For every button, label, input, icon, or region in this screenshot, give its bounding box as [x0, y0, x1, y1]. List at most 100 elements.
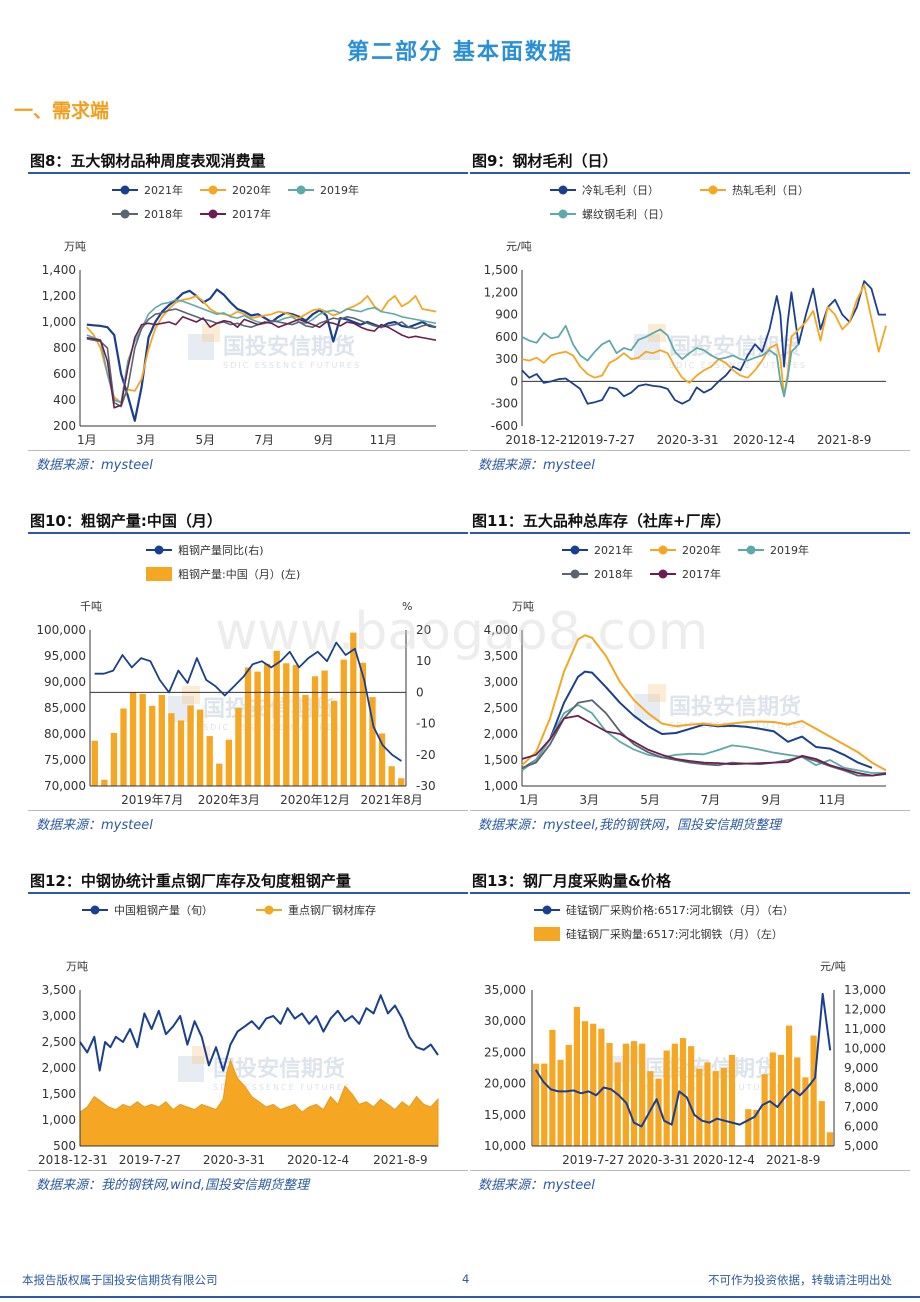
c10-bar-16	[244, 667, 252, 786]
c9-legend-label-1: 热轧毛利（日）	[732, 183, 809, 197]
c13-left-tick-0: 10,000	[484, 1139, 526, 1153]
chart8-title: 图8：五大钢材品种周度表观消费量	[30, 152, 266, 170]
c13-bar-2	[549, 1029, 556, 1146]
chart8-block: 图8：五大钢材品种周度表观消费量 国投安信期货 SDIC ESSENCE FUTU…	[28, 150, 468, 475]
footer-copyright: 本报告版权属于国投安信期货有限公司	[22, 1273, 218, 1287]
c9-y-tick-7: 1,500	[484, 263, 518, 277]
c12-legend-marker-0	[90, 905, 100, 915]
c9-legend-label-0: 冷轧毛利（日）	[582, 183, 659, 197]
c9-watermark-logo-accent-icon	[648, 324, 666, 342]
c11-legend-marker-3	[570, 569, 580, 579]
c11-series-line-3	[521, 699, 887, 777]
chart11-title: 图11：五大品种总库存（社库+厂库）	[472, 512, 731, 530]
c10-bar-8	[168, 713, 175, 786]
c10-left-tick-0: 70,000	[44, 779, 86, 793]
chart11-title-rule	[470, 532, 910, 534]
c10-bar-17	[254, 671, 261, 786]
c11-watermark-text: 国投安信期货	[669, 694, 801, 720]
c9-series-line-0	[521, 280, 886, 405]
c10-left-tick-4: 90,000	[44, 675, 86, 689]
c9-y-tick-1: -300	[491, 397, 518, 411]
c11-unit-label: 万吨	[512, 600, 534, 613]
c10-right-tick-5: 20	[416, 623, 431, 637]
c12-y-tick-5: 3,000	[42, 1009, 76, 1023]
c10-bar-10	[187, 705, 194, 786]
chart12-title: 图12：中钢协统计重点钢厂库存及旬度粗钢产量	[30, 872, 351, 890]
c11-y-tick-3: 2,500	[484, 701, 518, 715]
c9-y-tick-0: -600	[491, 419, 518, 433]
c10-bar-3	[120, 708, 127, 786]
c10-watermark-subtext: SDIC ESSENCE FUTURES	[203, 723, 341, 732]
c10-watermark-logo-accent-icon	[182, 686, 200, 704]
c12-watermark-subtext: SDIC ESSENCE FUTURES	[213, 1083, 351, 1092]
c12-x-tick-4: 2021-8-9	[373, 1153, 427, 1167]
c11-legend-label-0: 2021年	[594, 543, 633, 557]
chart9-block: 图9：钢材毛利（日） 国投安信期货 SDIC ESSENCE FUTURES 元/吨…	[470, 150, 910, 475]
c8-x-tick-2: 5月	[195, 433, 215, 447]
chart13-title-rule	[470, 892, 910, 894]
c10-bar-19	[273, 650, 280, 786]
c10b-legend-swatch-0	[146, 567, 172, 581]
c10-bar-11	[196, 709, 204, 786]
c10-bar-4	[129, 692, 137, 786]
c8-legend-label-1: 2020年	[232, 183, 271, 197]
c11-legend-marker-0	[570, 545, 580, 555]
c10-unit-left: 千吨	[80, 600, 102, 613]
c12-series-line-0	[79, 994, 439, 1072]
chart11-block: 图11：五大品种总库存（社库+厂库） 国投安信期货 SDIC ESSENCE FU…	[470, 510, 910, 835]
c10-right-tick-1: -20	[416, 748, 436, 762]
c13-bar-26	[745, 1109, 752, 1146]
c10-bar-18	[263, 663, 271, 786]
c13-bar-35	[818, 1101, 825, 1146]
c8-legend-marker-2	[296, 185, 306, 195]
c10-bar-30	[378, 733, 386, 786]
c12-legend-marker-1	[264, 905, 274, 915]
c8-legend-marker-0	[120, 185, 130, 195]
c13-bar-18	[679, 1038, 687, 1146]
c8-y-tick-2: 600	[53, 367, 76, 381]
c13-left-tick-3: 25,000	[484, 1045, 526, 1059]
c10-bar-22	[302, 695, 309, 786]
chart12-source: 数据来源：我的钢铁网,wind,国投安信期货整理	[36, 1178, 310, 1193]
c9-x-tick-1: 2019-7-27	[573, 433, 635, 447]
c10-bar-14	[225, 739, 233, 786]
c8-legend-label-4: 2017年	[232, 207, 271, 221]
c13-bar-27	[753, 1109, 760, 1146]
c13-bar-21	[704, 1062, 711, 1146]
c9-watermark-logo-icon	[634, 334, 660, 360]
c8-y-tick-5: 1,200	[42, 289, 76, 303]
c8-y-tick-3: 800	[53, 341, 76, 355]
c11-y-tick-0: 1,000	[484, 779, 518, 793]
c10-legend-label-0: 粗钢产量同比(右)	[178, 543, 264, 557]
c13-right-tick-8: 13,000	[844, 983, 886, 997]
c8-legend-marker-4	[208, 209, 218, 219]
c13b-legend-swatch-0	[534, 927, 560, 941]
c10-bar-0	[91, 740, 98, 786]
c9-legend-marker-2	[558, 209, 568, 219]
c10-right-tick-0: -30	[416, 779, 436, 793]
c13-left-tick-2: 20,000	[484, 1077, 526, 1091]
c10-bar-1	[101, 779, 108, 786]
c8-watermark-subtext: SDIC ESSENCE FUTURES	[223, 361, 361, 370]
c12-y-tick-2: 1,500	[42, 1087, 76, 1101]
c9-series-line-2	[521, 324, 800, 398]
c9-y-tick-3: 300	[495, 352, 518, 366]
c10-left-tick-5: 95,000	[44, 649, 86, 663]
c12-x-tick-2: 2020-3-31	[203, 1153, 265, 1167]
c8-x-tick-4: 9月	[314, 433, 334, 447]
c13-bar-1	[541, 1063, 548, 1146]
c8-legend-marker-1	[208, 185, 218, 195]
c10-x-tick-0: 2019年7月	[121, 793, 183, 807]
c11-y-tick-1: 1,500	[484, 753, 518, 767]
c10-series-line-0	[94, 641, 402, 762]
c9-legend-marker-1	[708, 185, 718, 195]
c13-right-tick-6: 11,000	[844, 1022, 886, 1036]
c13-bar-16	[663, 1050, 670, 1146]
c8-y-tick-6: 1,400	[42, 263, 76, 277]
chart9-title-rule	[470, 172, 910, 174]
c10-left-tick-3: 85,000	[44, 701, 86, 715]
chart10-source-rule	[28, 810, 468, 811]
c11-watermark-logo-icon	[634, 694, 660, 720]
c13-bar-19	[688, 1046, 695, 1146]
